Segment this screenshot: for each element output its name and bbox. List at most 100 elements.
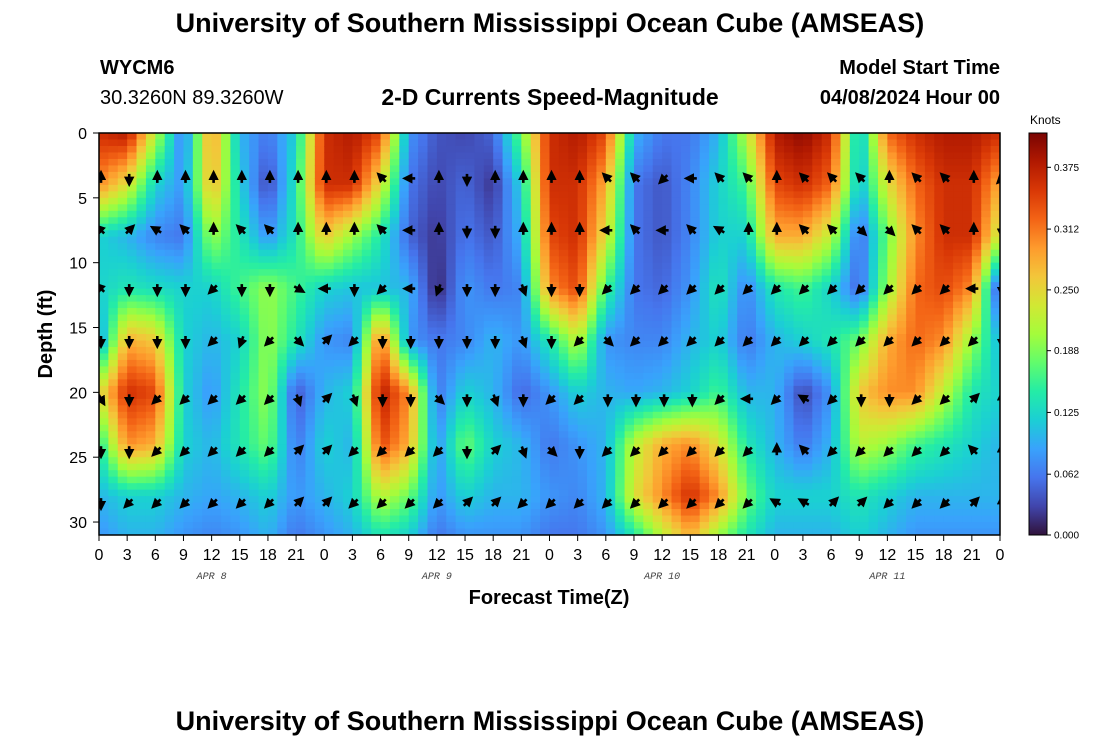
heatmap-cell: [652, 353, 663, 361]
heatmap-cell: [277, 204, 288, 212]
heatmap-cell: [333, 327, 344, 335]
heatmap-cell: [765, 463, 776, 471]
heatmap-cell: [502, 411, 513, 419]
heatmap-cell: [221, 256, 231, 264]
heatmap-cell: [530, 321, 541, 329]
heatmap-cell: [267, 145, 278, 154]
heatmap-cell: [343, 165, 354, 173]
heatmap-cell: [765, 424, 776, 432]
heatmap-cell: [511, 489, 522, 497]
heatmap-cell: [446, 398, 457, 406]
heatmap-cell: [558, 437, 569, 445]
heatmap-cell: [493, 236, 504, 244]
heatmap-cell: [324, 308, 335, 316]
heatmap-cell: [831, 366, 842, 374]
heatmap-cell: [361, 502, 372, 510]
heatmap-cell: [333, 385, 344, 393]
heatmap-cell: [343, 249, 354, 257]
heatmap-cell: [727, 398, 738, 406]
heatmap-cell: [389, 295, 400, 303]
heatmap-cell: [455, 210, 466, 218]
heatmap-cell: [211, 243, 222, 251]
heatmap-cell: [183, 353, 194, 361]
heatmap-cell: [389, 262, 400, 270]
heatmap-cell: [455, 223, 466, 231]
heatmap-cell: [793, 327, 804, 335]
heatmap-cell: [296, 308, 307, 316]
heatmap-cell: [427, 295, 438, 303]
heatmap-cell: [840, 314, 851, 322]
heatmap-cell: [802, 346, 813, 355]
heatmap-cell: [127, 243, 138, 251]
heatmap-cell: [568, 372, 579, 380]
heatmap-cell: [558, 405, 569, 413]
heatmap-cell: [746, 522, 757, 530]
heatmap-cell: [352, 515, 363, 523]
heatmap-cell: [831, 359, 842, 368]
heatmap-cell: [615, 437, 626, 445]
heatmap-cell: [840, 230, 851, 238]
heatmap-cell: [521, 191, 532, 199]
heatmap-cell: [493, 191, 504, 199]
heatmap-cell: [521, 301, 532, 309]
heatmap-cell: [277, 528, 288, 535]
heatmap-cell: [718, 145, 729, 154]
heatmap-cell: [230, 321, 241, 329]
heatmap-cell: [436, 437, 447, 445]
heatmap-cell: [136, 483, 147, 491]
heatmap-cell: [155, 217, 166, 225]
heatmap-cell: [737, 470, 748, 478]
heatmap-cell: [155, 204, 166, 212]
heatmap-cell: [192, 431, 203, 439]
heatmap-cell: [849, 204, 860, 212]
heatmap-cell: [202, 184, 213, 192]
heatmap-cell: [305, 502, 316, 510]
heatmap-cell: [502, 424, 513, 432]
heatmap-cell: [202, 295, 213, 303]
heatmap-cell: [765, 470, 776, 478]
heatmap-cell: [164, 476, 175, 484]
heatmap-cell: [418, 522, 429, 530]
heatmap-cell: [164, 424, 175, 432]
heatmap-cell: [540, 340, 551, 348]
heatmap-cell: [436, 334, 447, 342]
heatmap-cell: [230, 379, 241, 387]
heatmap-cell: [267, 165, 278, 173]
heatmap-cell: [136, 334, 147, 342]
heatmap-cell: [333, 405, 344, 413]
heatmap-cell: [680, 385, 691, 393]
heatmap-cell: [305, 256, 316, 264]
heatmap-cell: [765, 385, 776, 393]
heatmap-cell: [511, 230, 522, 238]
heatmap-cell: [784, 411, 795, 419]
heatmap-cell: [239, 418, 250, 426]
heatmap-cell: [446, 463, 457, 471]
heatmap-cell: [662, 321, 673, 329]
heatmap-cell: [164, 372, 175, 380]
heatmap-cell: [258, 463, 269, 471]
heatmap-cell: [821, 184, 832, 192]
heatmap-cell: [211, 314, 222, 322]
heatmap-cell: [352, 197, 363, 205]
heatmap-cell: [502, 444, 513, 452]
heatmap-cell: [737, 223, 748, 231]
heatmap-cell: [802, 204, 813, 212]
heatmap-cell: [709, 327, 720, 335]
heatmap-cell: [784, 262, 795, 270]
heatmap-cell: [455, 340, 466, 348]
heatmap-cell: [596, 483, 607, 491]
heatmap-cell: [465, 366, 476, 374]
heatmap-cell: [211, 308, 222, 316]
heatmap-cell: [314, 314, 325, 322]
heatmap-cell: [737, 152, 748, 160]
heatmap-cell: [230, 334, 241, 342]
heatmap-cell: [333, 457, 344, 465]
heatmap-cell: [474, 301, 485, 309]
heatmap-cell: [568, 522, 579, 530]
heatmap-cell: [296, 509, 307, 517]
heatmap-cell: [831, 321, 842, 329]
heatmap-cell: [643, 217, 654, 225]
heatmap-cell: [849, 158, 860, 167]
heatmap-cell: [624, 256, 635, 264]
heatmap-cell: [755, 275, 766, 283]
